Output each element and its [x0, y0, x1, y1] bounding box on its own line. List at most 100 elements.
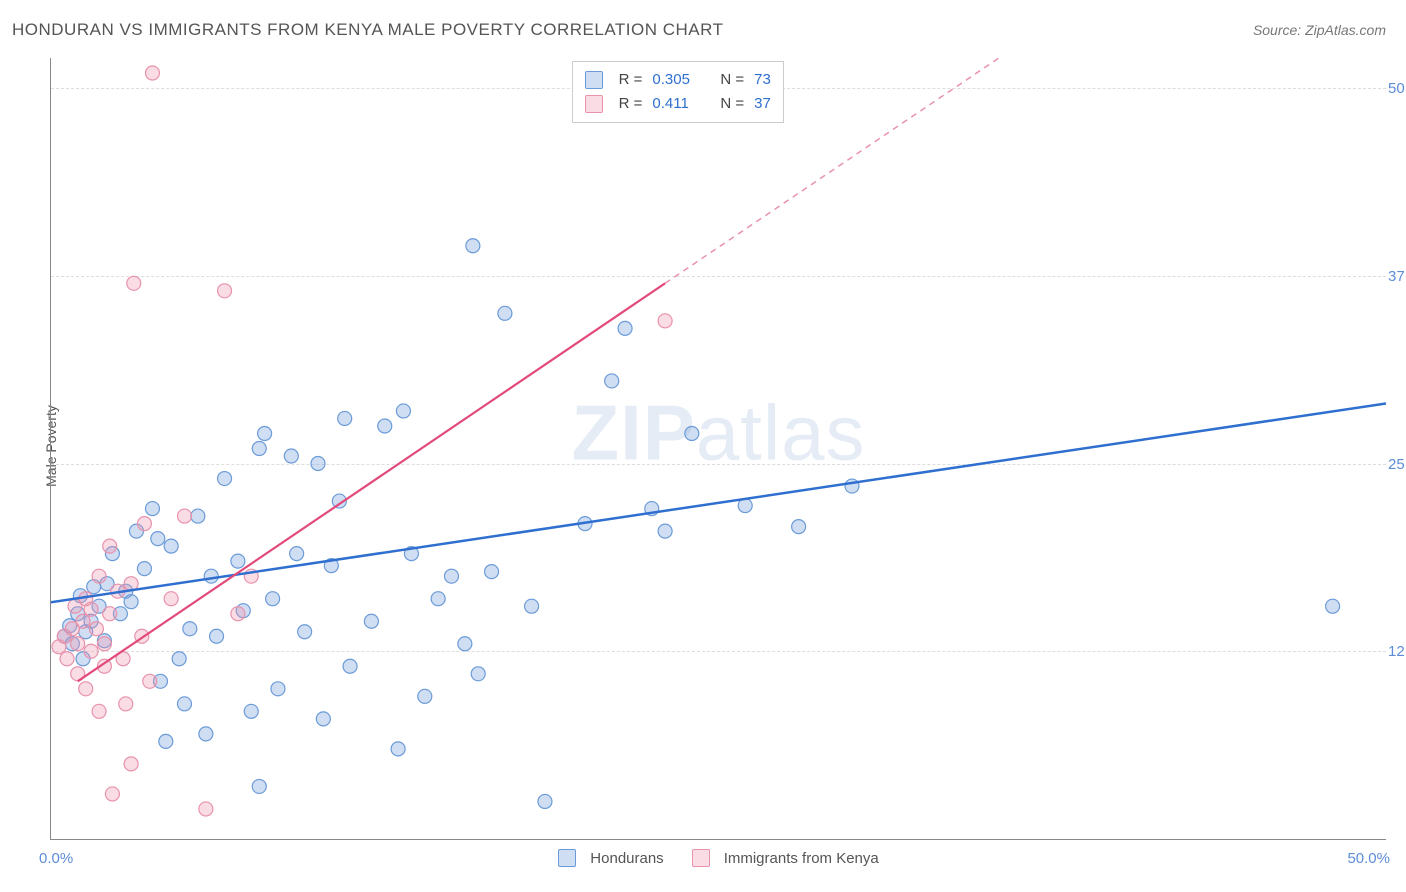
scatter-point — [76, 652, 90, 666]
scatter-point — [143, 674, 157, 688]
scatter-point — [92, 599, 106, 613]
scatter-point — [97, 637, 111, 651]
scatter-point — [404, 547, 418, 561]
scatter-point — [124, 577, 138, 591]
scatter-point — [151, 532, 165, 546]
scatter-point — [153, 674, 167, 688]
scatter-point — [645, 502, 659, 516]
scatter-point — [124, 595, 138, 609]
scatter-point — [538, 794, 552, 808]
scatter-point — [1326, 599, 1340, 613]
scatter-point — [578, 517, 592, 531]
x-tick-label: 0.0% — [39, 850, 73, 867]
scatter-point — [658, 314, 672, 328]
scatter-point — [343, 659, 357, 673]
scatter-point — [97, 634, 111, 648]
n-value: 73 — [754, 68, 771, 92]
scatter-point — [332, 494, 346, 508]
scatter-point — [178, 509, 192, 523]
series-legend-item: Hondurans — [558, 849, 663, 867]
scatter-point — [258, 426, 272, 440]
scatter-point — [845, 479, 859, 493]
scatter-point — [199, 802, 213, 816]
series-legend-label: Immigrants from Kenya — [724, 850, 879, 867]
gridline — [51, 464, 1386, 465]
scatter-point — [685, 426, 699, 440]
scatter-point — [71, 607, 85, 621]
scatter-point — [605, 374, 619, 388]
series-legend-label: Hondurans — [590, 850, 663, 867]
r-label: R = — [619, 92, 643, 116]
scatter-point — [65, 622, 79, 636]
scatter-point — [658, 524, 672, 538]
scatter-point — [364, 614, 378, 628]
scatter-point — [466, 239, 480, 253]
y-tick-label: 12.5% — [1388, 643, 1406, 660]
scatter-point — [271, 682, 285, 696]
series-legend-item: Immigrants from Kenya — [692, 849, 879, 867]
plot-area: ZIPatlas 12.5%25.0%37.5%50.0% R =0.305N … — [50, 58, 1386, 840]
r-label: R = — [619, 68, 643, 92]
scatter-point — [471, 667, 485, 681]
legend-swatch — [692, 849, 710, 867]
scatter-point — [71, 637, 85, 651]
scatter-point — [290, 547, 304, 561]
y-tick-label: 25.0% — [1388, 456, 1406, 473]
correlation-legend-row: R =0.305N =73 — [585, 68, 771, 92]
n-label: N = — [720, 92, 744, 116]
scatter-point — [445, 569, 459, 583]
scatter-point — [97, 659, 111, 673]
scatter-point — [124, 757, 138, 771]
scatter-point — [145, 502, 159, 516]
scatter-point — [210, 629, 224, 643]
scatter-point — [324, 559, 338, 573]
scatter-point — [119, 697, 133, 711]
scatter-point — [57, 629, 71, 643]
x-tick-label: 50.0% — [1347, 850, 1390, 867]
chart-container: HONDURAN VS IMMIGRANTS FROM KENYA MALE P… — [0, 0, 1406, 892]
scatter-point — [396, 404, 410, 418]
scatter-point — [60, 652, 74, 666]
scatter-point — [71, 667, 85, 681]
scatter-point — [92, 569, 106, 583]
scatter-point — [87, 580, 101, 594]
scatter-point — [183, 622, 197, 636]
scatter-point — [84, 614, 98, 628]
scatter-point — [164, 592, 178, 606]
watermark: ZIPatlas — [571, 387, 865, 478]
scatter-point — [63, 619, 77, 633]
scatter-point — [79, 682, 93, 696]
scatter-point — [137, 517, 151, 531]
r-value: 0.305 — [652, 68, 702, 92]
scatter-point — [105, 787, 119, 801]
trend-line — [51, 403, 1386, 606]
scatter-point — [79, 592, 93, 606]
scatter-point — [378, 419, 392, 433]
scatter-point — [525, 599, 539, 613]
scatter-point — [113, 607, 127, 621]
scatter-point — [68, 599, 82, 613]
scatter-point — [204, 569, 218, 583]
y-tick-label: 50.0% — [1388, 80, 1406, 97]
series-legend: Hondurans Immigrants from Kenya — [558, 849, 878, 867]
scatter-point — [137, 562, 151, 576]
scatter-point — [178, 697, 192, 711]
correlation-legend-row: R =0.411N =37 — [585, 92, 771, 116]
scatter-point — [244, 569, 258, 583]
scatter-point — [618, 321, 632, 335]
scatter-point — [172, 652, 186, 666]
gridline — [51, 276, 1386, 277]
scatter-point — [73, 589, 87, 603]
source-attribution: Source: ZipAtlas.com — [1253, 22, 1386, 38]
scatter-point — [57, 629, 71, 643]
scatter-point — [792, 520, 806, 534]
scatter-point — [391, 742, 405, 756]
scatter-point — [92, 704, 106, 718]
gridline — [51, 651, 1386, 652]
y-tick-label: 37.5% — [1388, 268, 1406, 285]
scatter-point — [298, 625, 312, 639]
scatter-point — [129, 524, 143, 538]
chart-title: HONDURAN VS IMMIGRANTS FROM KENYA MALE P… — [12, 20, 723, 40]
scatter-point — [164, 539, 178, 553]
r-value: 0.411 — [652, 92, 702, 116]
